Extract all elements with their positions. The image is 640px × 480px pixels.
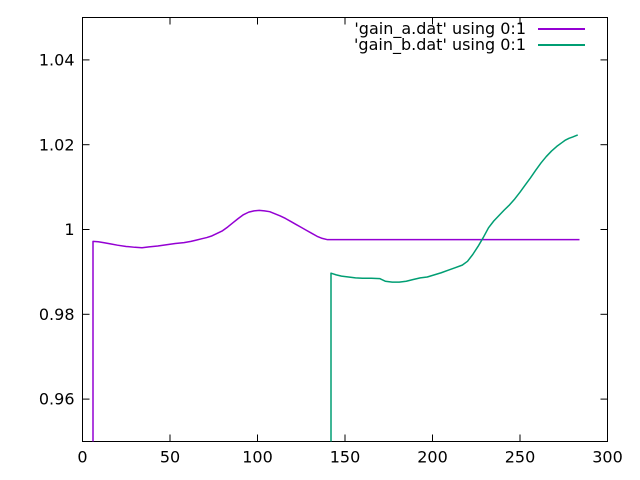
chart-legend: 'gain_a.dat' using 0:1 'gain_b.dat' usin… — [354, 21, 585, 53]
y-tick-label: 0.98 — [39, 305, 75, 324]
plot-border — [82, 17, 608, 442]
y-tick-label: 1.02 — [39, 135, 75, 154]
series-line-1 — [330, 134, 579, 442]
y-tick-label: 0.96 — [39, 390, 75, 409]
legend-line-sample-gain-b — [538, 44, 585, 46]
y-tick-label: 1.04 — [39, 51, 75, 70]
x-tick-label: 250 — [505, 448, 536, 467]
x-tick-label: 50 — [160, 448, 180, 467]
x-tick-label: 300 — [592, 448, 623, 467]
y-tick-label: 1 — [64, 220, 74, 239]
legend-entry: 'gain_a.dat' using 0:1 — [354, 21, 585, 37]
series-line-0 — [92, 209, 580, 442]
legend-line-sample-gain-a — [538, 28, 585, 30]
x-tick-label: 0 — [77, 448, 87, 467]
x-tick-label: 100 — [242, 448, 273, 467]
legend-entry-label: 'gain_a.dat' using 0:1 — [354, 19, 526, 38]
x-tick-label: 150 — [330, 448, 361, 467]
legend-entry-label: 'gain_b.dat' using 0:1 — [354, 35, 526, 54]
x-tick-label: 200 — [417, 448, 448, 467]
legend-entry: 'gain_b.dat' using 0:1 — [354, 37, 585, 53]
